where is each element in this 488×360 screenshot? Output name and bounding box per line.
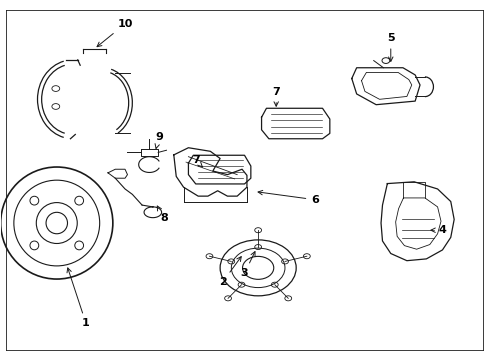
Text: 7: 7 — [272, 87, 280, 106]
Text: 10: 10 — [97, 19, 132, 47]
Text: 8: 8 — [157, 206, 167, 222]
Text: 2: 2 — [218, 257, 241, 287]
Text: 5: 5 — [386, 33, 394, 61]
Text: 3: 3 — [240, 252, 255, 278]
Text: 6: 6 — [258, 190, 319, 205]
Text: 7: 7 — [191, 155, 202, 167]
Text: 9: 9 — [155, 132, 163, 148]
Text: 4: 4 — [430, 225, 445, 235]
Text: 1: 1 — [67, 268, 90, 328]
